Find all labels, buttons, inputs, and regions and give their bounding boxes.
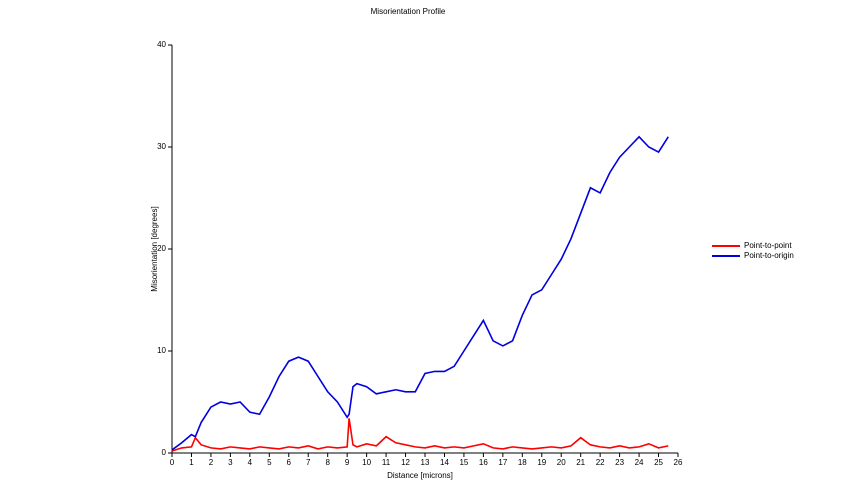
x-tick-label: 5 (267, 458, 272, 467)
x-tick-label: 23 (615, 458, 624, 467)
x-tick-label: 22 (596, 458, 605, 467)
x-tick-label: 15 (459, 458, 468, 467)
y-tick-label: 20 (157, 244, 166, 253)
series-line (171, 418, 669, 452)
x-tick-label: 14 (440, 458, 449, 467)
x-tick-label: 11 (382, 458, 391, 467)
x-tick-label: 2 (209, 458, 214, 467)
x-tick-label: 24 (635, 458, 644, 467)
x-tick-label: 7 (306, 458, 311, 467)
x-tick-label: 0 (170, 458, 175, 467)
x-tick-label: 8 (325, 458, 330, 467)
y-tick-label: 10 (157, 346, 166, 355)
x-tick-label: 13 (421, 458, 430, 467)
x-tick-label: 18 (518, 458, 527, 467)
x-tick-label: 10 (362, 458, 371, 467)
x-tick-label: 16 (479, 458, 488, 467)
legend-label: Point-to-point (744, 241, 792, 250)
x-tick-label: 3 (228, 458, 233, 467)
x-tick-label: 21 (576, 458, 585, 467)
y-tick-label: 40 (157, 40, 166, 49)
x-tick-label: 6 (287, 458, 292, 467)
x-tick-label: 17 (498, 458, 507, 467)
series-line (171, 135, 669, 451)
x-tick-label: 25 (654, 458, 663, 467)
x-tick-label: 9 (345, 458, 350, 467)
x-tick-label: 26 (674, 458, 683, 467)
y-tick-label: 30 (157, 142, 166, 151)
x-tick-label: 12 (401, 458, 410, 467)
legend-label: Point-to-origin (744, 251, 794, 260)
y-axis-label: Misorientation [degrees] (150, 206, 159, 291)
x-tick-label: 4 (248, 458, 253, 467)
x-tick-label: 20 (557, 458, 566, 467)
x-axis-label: Distance [microns] (387, 471, 453, 480)
x-tick-label: 1 (189, 458, 194, 467)
x-tick-label: 19 (537, 458, 546, 467)
chart-title: Misorientation Profile (371, 7, 446, 16)
y-tick-label: 0 (162, 448, 167, 457)
